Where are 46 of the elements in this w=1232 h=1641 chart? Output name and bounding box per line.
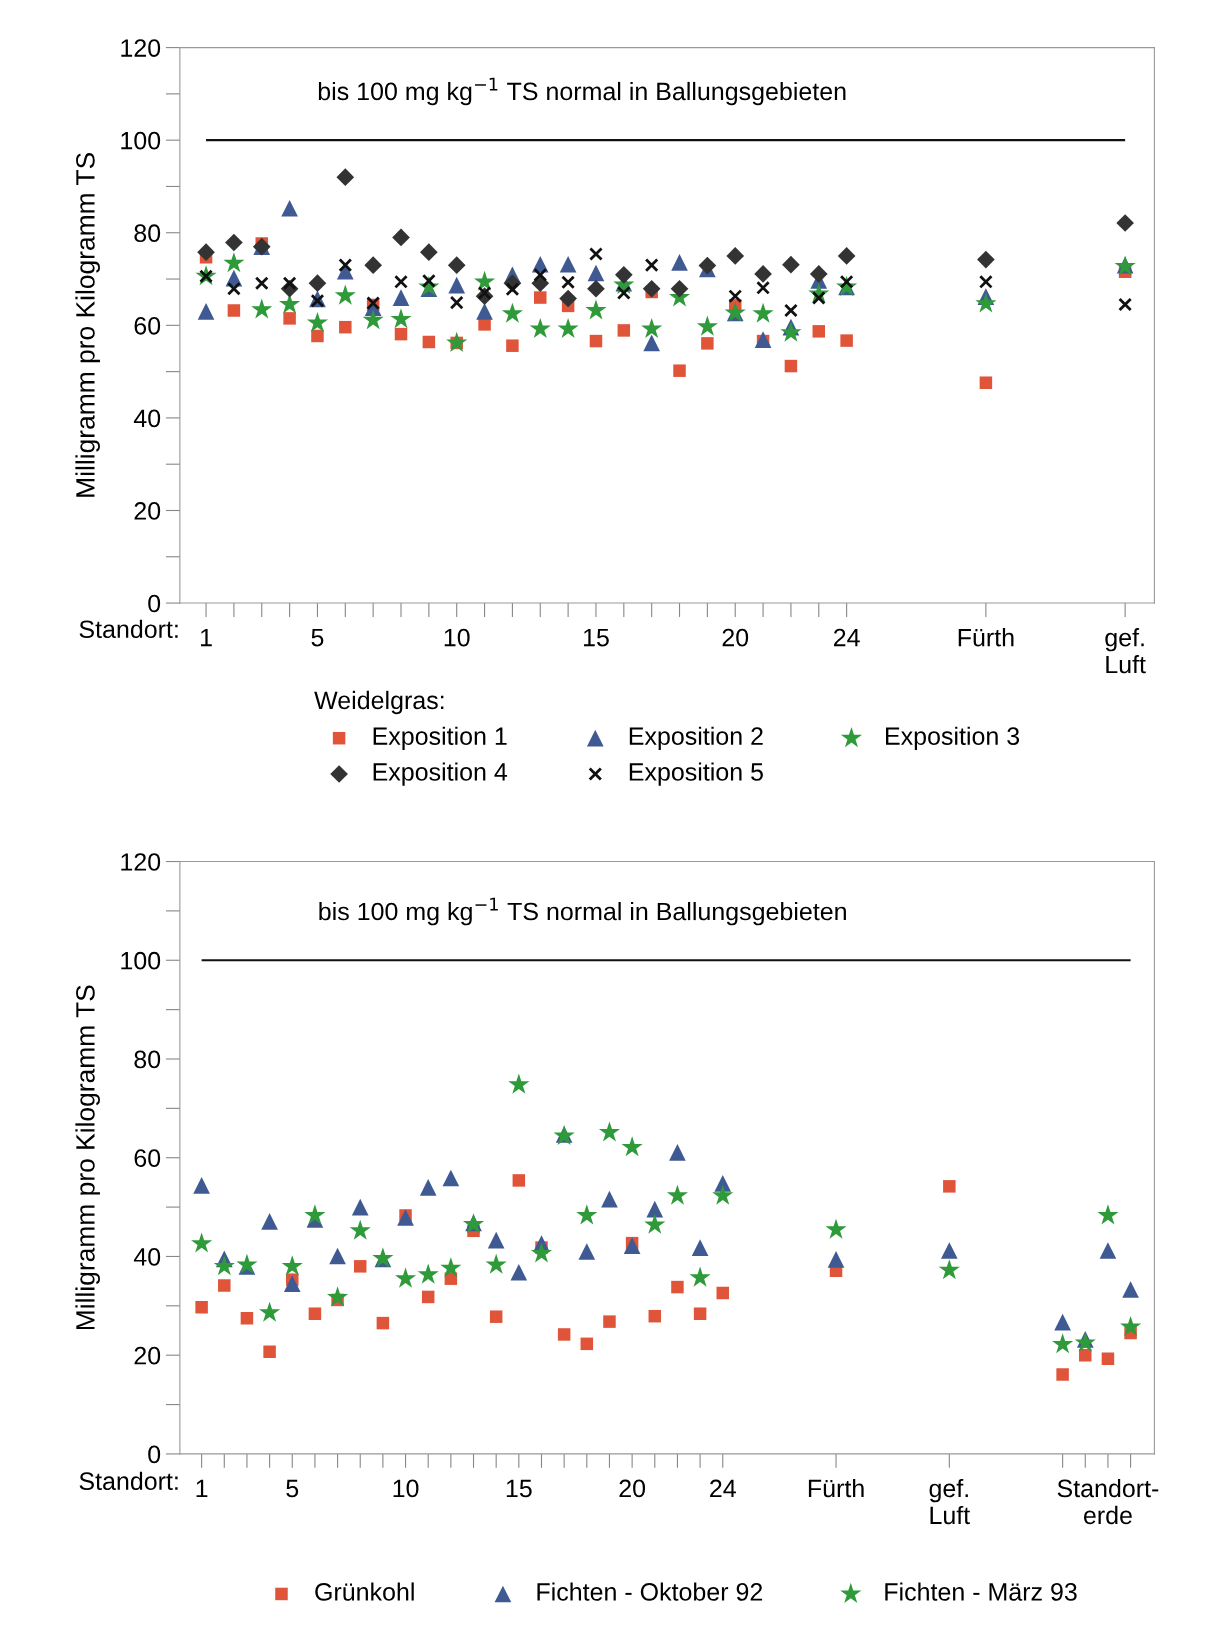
x-tick-label: Standort- erde: [1057, 1478, 1159, 1525]
y-tick-label: 60: [134, 316, 161, 335]
x-axis-title: Standort:: [79, 619, 178, 639]
legend-title: Weidelgras:: [314, 690, 444, 715]
x-tick-label: 20: [619, 1479, 646, 1498]
x-tick-label: 10: [393, 1479, 419, 1498]
x-axis-title: Standort:: [79, 1471, 178, 1491]
x-tick-label: 24: [833, 628, 860, 647]
x-tick-label: 1: [196, 1479, 208, 1498]
x-tick-label: 5: [286, 1479, 299, 1498]
y-axis-title: Milligramm pro Kilogramm TS: [75, 153, 100, 497]
y-tick-label: 20: [134, 1346, 161, 1365]
legend-label: Exposition 1: [373, 726, 507, 750]
y-tick-label: 40: [133, 409, 161, 428]
legend-label: Fichten - Oktober 92: [537, 1582, 763, 1601]
x-tick-label: gef. Luft: [929, 1478, 970, 1525]
x-tick-label: 24: [710, 1479, 736, 1498]
x-tick-label: 5: [311, 628, 324, 647]
y-tick-label: 100: [121, 131, 161, 150]
legend-label: Exposition 2: [629, 726, 763, 750]
x-tick-label: 15: [583, 628, 609, 647]
y-tick-label: 120: [121, 39, 161, 57]
y-tick-label: 40: [133, 1248, 161, 1266]
y-tick-label: 60: [134, 1149, 161, 1168]
legend-label: Exposition 4: [373, 762, 508, 786]
legend-label: Exposition 5: [629, 762, 763, 786]
legend-label: Grünkohl: [315, 1582, 414, 1601]
ref-line-label: bis 100 mg kg$^{−1}$ TS normal in Ballungsgebieten: [318, 77, 846, 106]
y-tick-label: 20: [134, 502, 161, 520]
x-tick-label: 10: [444, 628, 470, 647]
y-tick-label: 80: [134, 224, 161, 243]
legend-label: Fichten - März 93: [885, 1582, 1077, 1601]
x-tick-label: 20: [722, 628, 749, 647]
legend-label: Exposition 3: [886, 726, 1020, 750]
y-tick-label: 0: [148, 1445, 161, 1464]
ref-line-label: bis 100 mg kg$^{−1}$ TS normal in Ballungsgebieten: [319, 897, 846, 926]
x-tick-label: Fürth: [808, 1478, 864, 1498]
x-tick-label: 15: [506, 1479, 532, 1498]
y-tick-label: 0: [148, 594, 161, 613]
x-tick-label: Fürth: [958, 628, 1014, 647]
y-tick-label: 120: [121, 853, 161, 871]
x-tick-label: gef. Luft: [1105, 628, 1146, 674]
x-tick-label: 1: [201, 628, 212, 647]
y-tick-label: 100: [121, 951, 161, 970]
y-tick-label: 80: [134, 1050, 161, 1069]
y-axis-title: Milligramm pro Kilogramm TS: [75, 985, 100, 1330]
